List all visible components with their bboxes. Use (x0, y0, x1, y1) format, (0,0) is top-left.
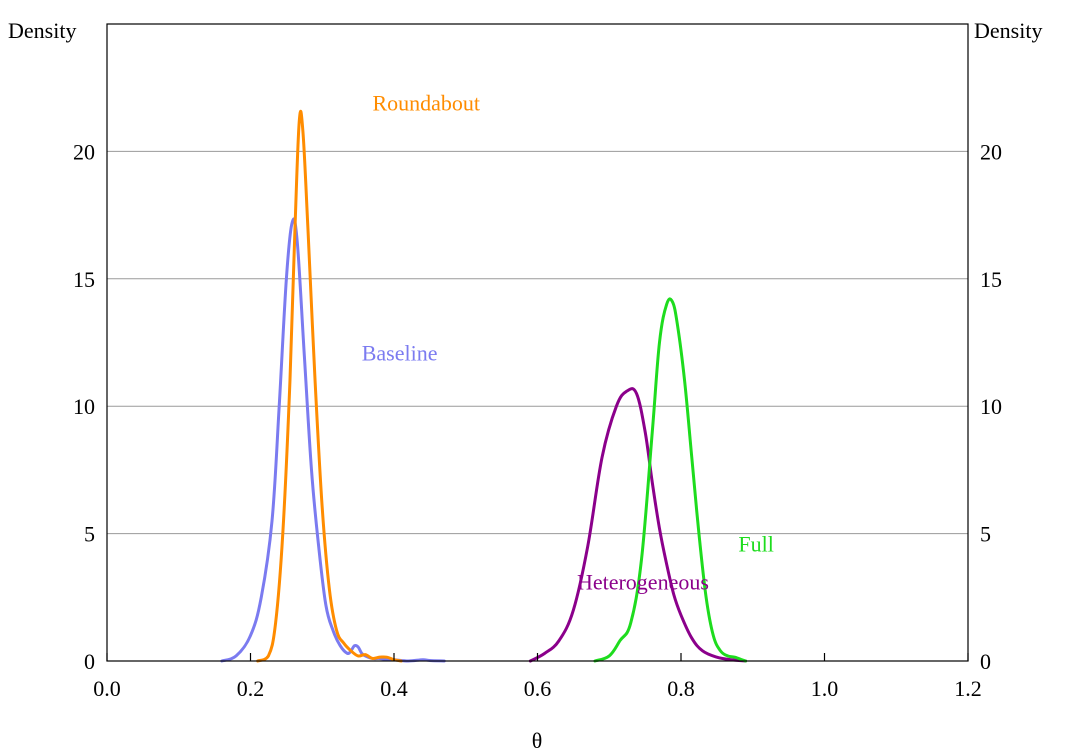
y-tick-label-right: 5 (980, 522, 991, 547)
x-tick-label: 0.0 (93, 676, 121, 701)
x-tick-label: 0.6 (524, 676, 552, 701)
plot-frame (106, 23, 969, 662)
series-label-heterogeneous: Heterogeneous (577, 570, 709, 595)
y-tick-label-right: 15 (980, 267, 1002, 292)
x-tick-label: 0.8 (667, 676, 695, 701)
y-tick-label-right: 10 (980, 394, 1002, 419)
right-y-axis-title: Density (974, 18, 1042, 43)
curve-layer (220, 109, 748, 663)
y-tick-label-left: 0 (84, 649, 95, 674)
x-tick-label: 0.4 (380, 676, 408, 701)
x-tick-label: 1.0 (811, 676, 839, 701)
x-tick-label: 0.2 (237, 676, 265, 701)
series-label-full: Full (738, 531, 773, 556)
series-line-baseline (220, 217, 446, 663)
y-tick-label-left: 15 (73, 267, 95, 292)
x-axis-title: θ (532, 728, 543, 753)
y-tick-label-left: 20 (73, 139, 95, 164)
x-tick-label: 1.2 (954, 676, 982, 701)
series-label-roundabout: Roundabout (372, 91, 480, 116)
left-y-axis-title: Density (8, 18, 76, 43)
series-line-full (593, 297, 748, 663)
series-label-baseline: Baseline (362, 340, 438, 365)
grid-layer (107, 150, 968, 535)
series-line-heterogeneous (528, 387, 748, 663)
y-tick-label-right: 0 (980, 649, 991, 674)
y-tick-label-right: 20 (980, 139, 1002, 164)
series-line-roundabout (256, 109, 403, 663)
label-layer: Roundabout Baseline Heterogeneous Full (362, 91, 774, 595)
y-tick-label-left: 5 (84, 522, 95, 547)
tick-layer: 0 0 5 5 10 10 15 15 20 20 0.0 0.2 0.4 0.6 0.8 1.0 1.2 (73, 139, 1002, 701)
y-tick-label-left: 10 (73, 394, 95, 419)
